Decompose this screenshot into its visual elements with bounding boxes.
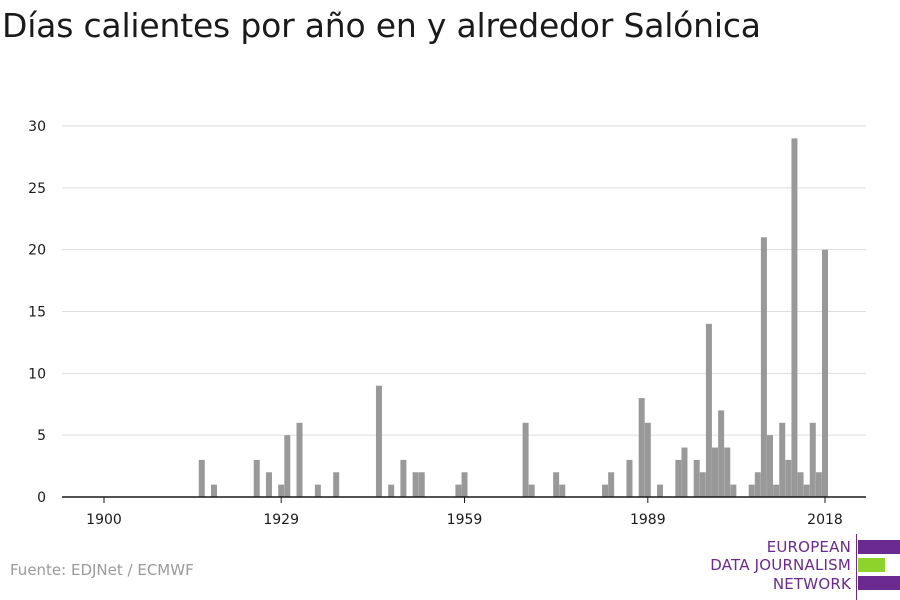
x-tick-label-1989: 1989 (630, 512, 666, 528)
bar-1986 (626, 459, 633, 497)
bar-1952 (418, 472, 425, 497)
y-tick-label-10: 10 (28, 366, 46, 382)
bar-2011 (779, 422, 786, 497)
y-tick-label-15: 15 (28, 305, 46, 321)
bar-1947 (388, 484, 395, 497)
bar-1949 (400, 459, 407, 497)
bar-1970 (528, 484, 535, 497)
bar-1988 (638, 398, 645, 497)
x-tick-label-1959: 1959 (447, 512, 483, 528)
bar-1991 (657, 484, 664, 497)
y-tick-label-0: 0 (37, 490, 46, 506)
bar-2000 (712, 447, 719, 497)
bar-1927 (265, 472, 272, 497)
bar-1932 (296, 422, 303, 497)
bar-1918 (210, 484, 217, 497)
bar-2018 (822, 249, 828, 497)
logo-bar-top (858, 540, 900, 554)
logo-divider (856, 534, 857, 600)
bar-2017 (815, 472, 822, 497)
bar-1925 (253, 459, 260, 497)
bar-1938 (333, 472, 340, 497)
x-tick-label-1900: 1900 (86, 512, 122, 528)
bar-1995 (681, 447, 688, 497)
bar-1916 (198, 459, 205, 497)
logo-text-data-journalism: DATA JOURNALISM (710, 556, 851, 574)
bar-2008 (760, 237, 767, 498)
bar-1929 (278, 484, 285, 497)
bar-1998 (699, 472, 706, 497)
x-tick-label-2018: 2018 (807, 512, 843, 528)
x-tick-label-1929: 1929 (263, 512, 299, 528)
bar-2010 (773, 484, 780, 497)
y-tick-label-5: 5 (37, 428, 46, 444)
bar-2014 (797, 472, 804, 497)
bar-1974 (553, 472, 560, 497)
bar-1983 (608, 472, 615, 497)
bar-1975 (559, 484, 566, 497)
logo-text-european: EUROPEAN (766, 538, 851, 556)
chart-title: Días calientes por año en y alrededor Sa… (2, 6, 761, 45)
hot-days-bar-chart: 0 5 10 15 20 25 30 1900 1929 1959 1989 2018 (28, 119, 866, 528)
bar-1958 (455, 484, 462, 497)
bar-1935 (314, 484, 321, 497)
bar-1997 (693, 459, 700, 497)
y-tick-label-20: 20 (28, 243, 46, 259)
tick-labels: 0 5 10 15 20 25 30 1900 1929 1959 1989 2018 (28, 119, 843, 528)
y-tick-label-30: 30 (28, 119, 46, 135)
y-tick-label-25: 25 (28, 181, 46, 197)
bar-1930 (284, 435, 291, 497)
bar-1989 (644, 422, 651, 497)
bar-1951 (412, 472, 419, 497)
bar-2002 (724, 447, 731, 497)
axes (62, 496, 866, 503)
bar-1994 (675, 459, 682, 497)
bar-2006 (748, 484, 755, 497)
bar-2015 (803, 484, 810, 497)
bar-2001 (718, 410, 725, 497)
bar-1999 (705, 323, 712, 497)
bar-1945 (375, 385, 382, 497)
bar-2003 (730, 484, 737, 497)
bar-2012 (785, 459, 792, 497)
bar-1959 (461, 472, 468, 497)
bar-1969 (522, 422, 529, 497)
edjnet-logo: EUROPEAN DATA JOURNALISM NETWORK (700, 534, 900, 600)
logo-bar-middle (858, 558, 885, 572)
bar-2007 (754, 472, 761, 497)
logo-bar-bottom (858, 576, 900, 590)
source-note: Fuente: EDJNet / ECMWF (10, 561, 194, 579)
logo-text-network: NETWORK (772, 575, 851, 593)
bar-2016 (809, 422, 816, 497)
bars (198, 138, 828, 498)
bar-1982 (602, 484, 609, 497)
bar-2009 (767, 435, 774, 497)
gridlines (62, 125, 866, 436)
bar-2013 (791, 138, 798, 497)
